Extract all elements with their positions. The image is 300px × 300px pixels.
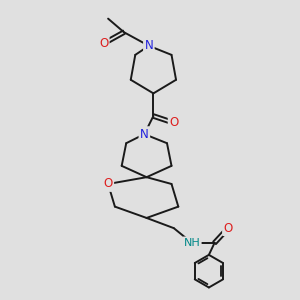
Text: O: O: [224, 222, 233, 235]
Text: N: N: [145, 39, 153, 52]
Text: O: O: [99, 37, 108, 50]
Text: NH: NH: [184, 238, 200, 248]
Text: O: O: [103, 178, 113, 190]
Text: O: O: [169, 116, 178, 129]
Text: N: N: [140, 128, 149, 141]
